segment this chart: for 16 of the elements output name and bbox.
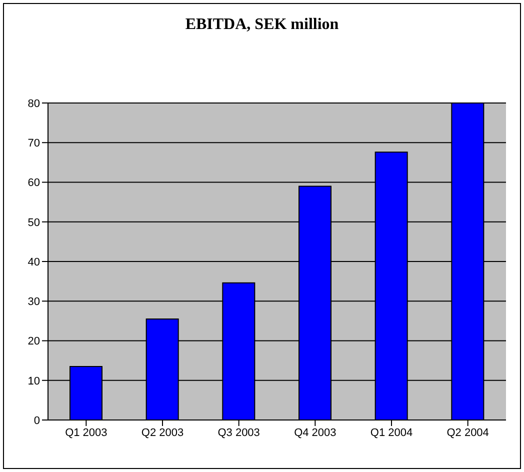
x-tick-label: Q1 2003: [65, 426, 108, 439]
chart-title: EBITDA, SEK million: [184, 16, 340, 34]
x-tick-label: Q1 2004: [370, 426, 413, 439]
y-tick-label: 20: [28, 336, 40, 348]
x-tick-label: Q4 2003: [294, 426, 336, 439]
x-tick-label: Q3 2003: [218, 426, 260, 439]
y-tick-label: 50: [28, 216, 40, 229]
y-tick-label: 60: [28, 177, 40, 190]
y-tick-label: 10: [28, 375, 40, 388]
y-tick-label: 40: [28, 256, 40, 268]
x-tick-label: Q2 2004: [446, 426, 489, 439]
y-tick-label: 0: [34, 414, 40, 427]
x-tick-label: Q2 2003: [141, 426, 184, 439]
y-tick-label: 70: [28, 138, 40, 150]
y-tick-label: 30: [28, 296, 40, 308]
y-tick-label: 80: [28, 98, 40, 110]
